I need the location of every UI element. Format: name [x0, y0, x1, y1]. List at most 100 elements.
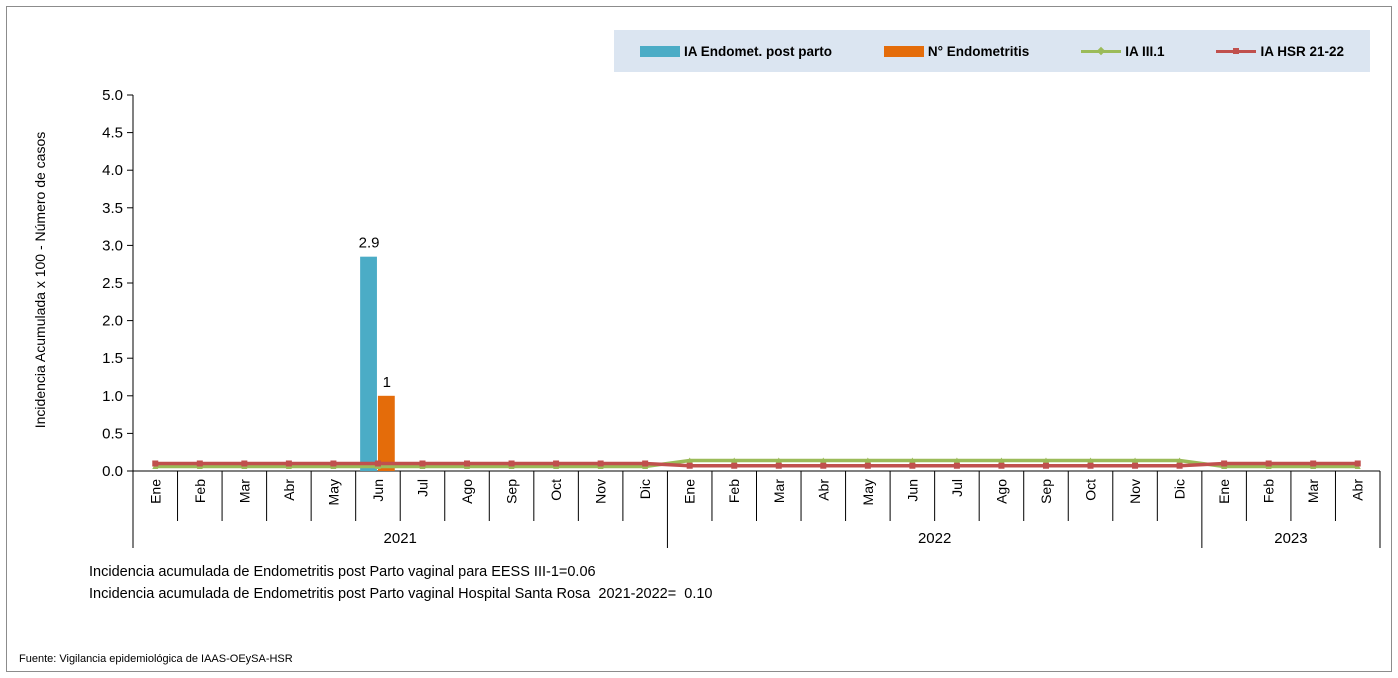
legend-label-ia-iii1: IA III.1	[1125, 43, 1165, 59]
x-tick-label: Mar	[771, 479, 787, 503]
series-point	[998, 462, 1005, 469]
legend-item-ia-iii1: IA III.1	[1081, 43, 1165, 59]
legend-swatch-n-endometritis	[883, 45, 924, 57]
series-point	[642, 460, 649, 467]
series-point	[864, 462, 871, 469]
x-tick-label: Sep	[1038, 479, 1054, 504]
y-tick-label: 5.0	[102, 87, 123, 104]
series-point	[820, 457, 827, 463]
x-tick-label: Abr	[1350, 479, 1366, 501]
y-tick-label: 0.5	[102, 425, 123, 442]
x-tick-label: Ene	[147, 479, 163, 504]
series-point	[820, 462, 827, 469]
series-point	[686, 457, 693, 463]
series-point	[1132, 462, 1139, 469]
series-point	[909, 462, 916, 469]
series-point	[1176, 462, 1183, 469]
legend-swatch-ia-hsr	[1216, 47, 1257, 54]
x-tick-label: Jun	[904, 479, 920, 502]
x-tick-label: Ago	[459, 479, 475, 504]
chart-frame	[6, 6, 1392, 672]
x-tick-label: Feb	[192, 479, 208, 503]
series-point	[1087, 462, 1094, 469]
x-tick-label: Feb	[726, 479, 742, 503]
source-note: Fuente: Vigilancia epidemiológica de IAA…	[19, 653, 293, 665]
series-point	[374, 460, 381, 467]
series-point	[285, 460, 292, 467]
series-point	[1310, 460, 1317, 467]
series-point	[419, 460, 426, 467]
legend-label-ia-hsr: IA HSR 21-22	[1260, 43, 1344, 59]
series-line	[155, 461, 1358, 468]
y-tick-label: 1.5	[102, 350, 123, 367]
chart-legend: IA Endomet. post parto N° Endometritis I…	[614, 30, 1370, 72]
series-point	[1132, 457, 1139, 463]
legend-swatch-ia-endomet	[639, 45, 680, 57]
year-label: 2023	[1274, 530, 1307, 547]
x-tick-label: Jun	[370, 479, 386, 502]
series-point	[1354, 460, 1361, 467]
x-tick-label: May	[325, 479, 341, 505]
series-point	[330, 460, 337, 467]
y-tick-label: 3.0	[102, 237, 123, 254]
footnote-eess-iii1: Incidencia acumulada de Endometritis pos…	[89, 564, 596, 580]
series-point	[731, 457, 738, 463]
x-tick-label: May	[860, 479, 876, 505]
x-tick-label: Dic	[1172, 479, 1188, 499]
series-point	[775, 457, 782, 463]
x-tick-label: Sep	[504, 479, 520, 504]
y-axis-title: Incidencia Acumulada x 100 - Número de c…	[32, 131, 48, 429]
x-tick-label: Dic	[637, 479, 653, 499]
y-tick-label: 0.0	[102, 463, 123, 480]
series-point	[553, 460, 560, 467]
series-point	[1042, 457, 1049, 463]
footnote-hsr: Incidencia acumulada de Endometritis pos…	[89, 586, 713, 602]
y-tick-label: 4.5	[102, 125, 123, 142]
series-point	[953, 462, 960, 469]
series-point	[464, 460, 471, 467]
series-point	[686, 462, 693, 469]
year-label: 2021	[384, 530, 417, 547]
x-tick-label: Abr	[281, 479, 297, 501]
bar	[360, 256, 377, 471]
legend-item-n-endometritis: N° Endometritis	[883, 43, 1030, 59]
series-point	[1176, 457, 1183, 463]
series-point	[196, 460, 203, 467]
series-point	[998, 457, 1005, 463]
x-tick-label: Ene	[1216, 479, 1232, 504]
y-tick-label: 3.5	[102, 200, 123, 217]
series-point	[1265, 460, 1272, 467]
x-tick-label: Oct	[548, 479, 564, 501]
legend-label-n-endometritis: N° Endometritis	[927, 43, 1030, 59]
series-point	[1087, 457, 1094, 463]
series-point	[152, 460, 159, 467]
x-tick-label: Jul	[414, 479, 430, 497]
series-point	[508, 460, 515, 467]
legend-item-ia-hsr: IA HSR 21-22	[1216, 44, 1344, 59]
x-tick-label: Nov	[593, 479, 609, 504]
series-point	[909, 457, 916, 463]
x-tick-label: Feb	[1261, 479, 1277, 503]
y-tick-label: 4.0	[102, 162, 123, 179]
x-tick-label: Mar	[236, 479, 252, 503]
y-tick-label: 2.0	[102, 313, 123, 330]
year-label: 2022	[918, 530, 951, 547]
series-point	[864, 457, 871, 463]
series-point	[597, 460, 604, 467]
x-tick-label: Ene	[682, 479, 698, 504]
series-point	[953, 457, 960, 463]
x-tick-label: Jul	[949, 479, 965, 497]
x-tick-label: Oct	[1083, 479, 1099, 501]
series-point	[1221, 460, 1228, 467]
series-point	[731, 462, 738, 469]
legend-label-ia-endomet: IA Endomet. post parto	[683, 43, 832, 59]
series-point	[241, 460, 248, 467]
bar	[377, 395, 395, 471]
series-line	[155, 458, 1358, 469]
x-tick-label: Mar	[1305, 479, 1321, 503]
x-tick-label: Abr	[815, 479, 831, 501]
y-tick-label: 1.0	[102, 388, 123, 405]
series-point	[775, 462, 782, 469]
data-label: 2.9	[359, 235, 380, 252]
